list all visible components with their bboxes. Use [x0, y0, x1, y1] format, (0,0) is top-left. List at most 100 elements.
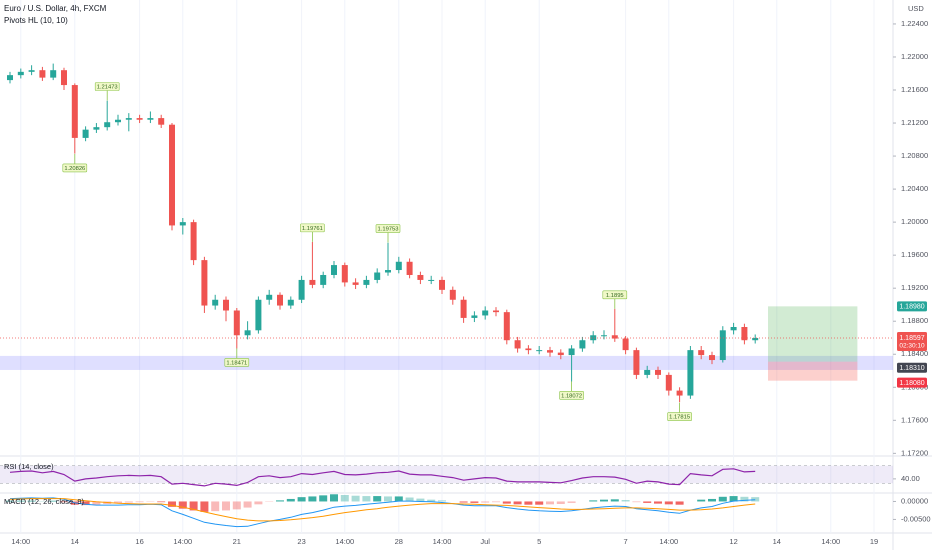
histogram-bar: [222, 501, 230, 511]
support-zone: [0, 355, 893, 370]
pivot-box: [667, 412, 692, 421]
histogram-bar: [330, 494, 338, 502]
candle-body: [50, 70, 57, 78]
rsi-title: RSI (14, close): [4, 462, 54, 471]
x-tick-label: 14:00: [11, 537, 30, 546]
candle-body: [287, 299, 294, 306]
pivot-label: 1.20826: [64, 166, 85, 172]
candle-body: [93, 127, 100, 130]
histogram-bar: [373, 496, 382, 502]
y-tick-label: 1.17600: [901, 415, 928, 424]
histogram-bar: [340, 495, 349, 502]
histogram-bar: [556, 501, 565, 504]
candle-body: [395, 261, 402, 271]
histogram-bar: [492, 501, 500, 503]
candle-body: [525, 348, 532, 351]
histogram-bar: [6, 500, 14, 502]
histogram-bar: [308, 496, 317, 502]
candle-body: [752, 337, 759, 341]
price-tag-label: 1.18980: [899, 304, 924, 311]
macd-title: MACD (12, 26, close, 9): [4, 497, 85, 506]
x-tick-label: Jul: [480, 537, 490, 546]
candle-body: [460, 299, 467, 318]
pivot-box: [559, 391, 584, 400]
candle-body: [104, 122, 111, 128]
candle-body: [417, 274, 424, 280]
y-tick-label: 1.22000: [901, 52, 928, 61]
histogram-bar: [297, 497, 306, 502]
candle-body: [590, 335, 597, 341]
candle-body: [277, 294, 283, 306]
rsi-line: [9, 468, 756, 487]
candle-body: [503, 312, 510, 341]
candle-body: [622, 338, 629, 351]
pivot-box: [62, 163, 88, 173]
candle-body: [115, 119, 121, 123]
histogram-bar: [459, 501, 468, 503]
countdown-label: 02:30:10: [899, 343, 925, 350]
x-tick-label: 21: [233, 537, 241, 546]
histogram-bar: [513, 501, 522, 505]
pivot-label: 1.19753: [378, 227, 399, 233]
histogram-bar: [168, 501, 176, 507]
y-tick-label: -0.00500: [901, 514, 931, 523]
candle-body: [644, 369, 651, 375]
indicator-title: Pivots HL (10, 10): [4, 16, 68, 25]
histogram-bar: [708, 498, 716, 502]
histogram-bar: [178, 501, 187, 509]
x-tick-label: 19: [870, 537, 878, 546]
histogram-bar: [362, 496, 371, 502]
price-tag: [897, 362, 927, 373]
candle-body: [28, 70, 35, 72]
price-tag: [897, 301, 927, 312]
candle-body: [266, 294, 273, 300]
histogram-bar: [92, 501, 101, 505]
loss-area: [768, 361, 858, 381]
x-tick-label: 14:00: [433, 537, 452, 546]
y-tick-label: 1.19600: [901, 250, 928, 259]
histogram-bar: [135, 501, 144, 503]
histogram-bar: [546, 501, 554, 505]
candle-body: [655, 369, 661, 375]
candle-body: [428, 279, 435, 281]
candle-body: [309, 279, 316, 285]
histogram-bar: [351, 495, 360, 502]
candle-body: [601, 335, 607, 337]
candle-body: [698, 350, 705, 356]
histogram-bar: [643, 501, 652, 503]
histogram-bar: [567, 501, 576, 503]
candle-body: [579, 340, 586, 349]
x-tick-label: 14: [71, 537, 79, 546]
y-tick-label: 1.20400: [901, 184, 928, 193]
candle-body: [385, 270, 391, 273]
candle-body: [17, 71, 24, 76]
candle-body: [676, 390, 683, 396]
histogram-bar: [211, 501, 220, 512]
histogram-bar: [254, 501, 263, 505]
histogram-bar: [751, 497, 760, 502]
candle-body: [665, 374, 672, 391]
candle-body: [536, 350, 543, 352]
histogram-bar: [394, 496, 403, 502]
pivot-box: [300, 223, 325, 233]
candle-body: [158, 118, 165, 125]
candle-body: [568, 348, 575, 356]
candle-body: [439, 279, 445, 290]
signal-line: [9, 498, 756, 522]
candle-body: [125, 118, 132, 120]
histogram-bar: [114, 501, 122, 504]
candle-body: [687, 350, 694, 396]
rsi-band: [0, 465, 893, 484]
candle-body: [547, 350, 553, 353]
histogram-bar: [416, 498, 425, 502]
histogram-bar: [276, 500, 284, 502]
candle-body: [341, 265, 348, 283]
candle-body: [633, 350, 640, 375]
histogram-bar: [621, 500, 630, 502]
profit-area: [768, 306, 858, 362]
candle-body: [482, 310, 489, 316]
histogram-bar: [189, 501, 198, 511]
